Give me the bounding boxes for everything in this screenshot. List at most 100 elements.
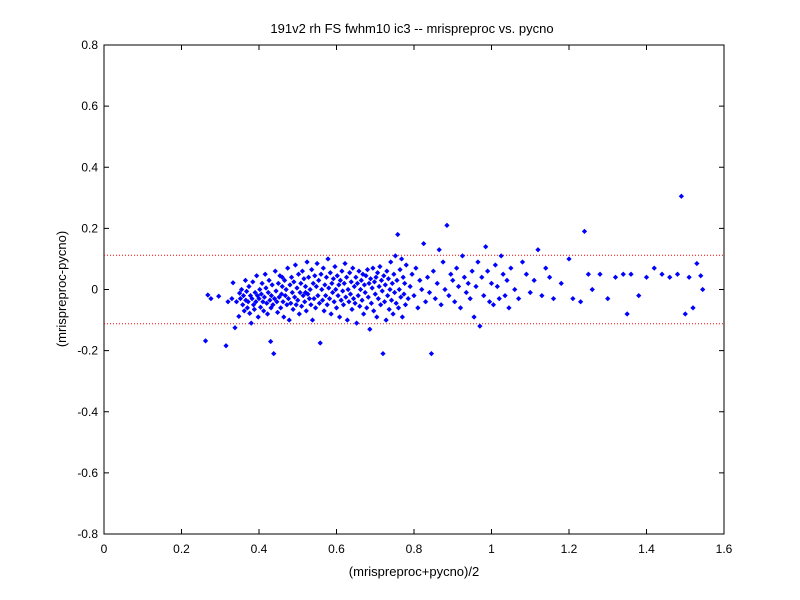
data-point bbox=[386, 306, 392, 312]
data-point bbox=[241, 308, 247, 314]
data-point bbox=[450, 277, 456, 283]
data-point bbox=[694, 260, 700, 267]
data-point bbox=[698, 273, 704, 279]
data-point bbox=[343, 294, 349, 300]
y-tick-label: -0.6 bbox=[77, 466, 98, 480]
data-point bbox=[667, 274, 673, 280]
data-point bbox=[488, 280, 495, 287]
data-point bbox=[343, 274, 350, 280]
data-point bbox=[496, 296, 502, 302]
data-point bbox=[490, 302, 497, 308]
data-point bbox=[354, 280, 361, 287]
data-point bbox=[350, 296, 357, 302]
data-point bbox=[208, 296, 214, 302]
data-point bbox=[426, 289, 433, 296]
data-point bbox=[265, 289, 271, 296]
data-point bbox=[259, 280, 265, 287]
data-point bbox=[368, 300, 374, 306]
data-point bbox=[254, 273, 260, 279]
data-point bbox=[402, 280, 408, 287]
data-point bbox=[379, 288, 385, 294]
data-point bbox=[469, 268, 475, 274]
data-point bbox=[320, 265, 326, 271]
data-point bbox=[216, 293, 222, 299]
data-point bbox=[371, 308, 377, 314]
data-point bbox=[278, 291, 285, 297]
data-point bbox=[419, 286, 425, 293]
data-point bbox=[289, 289, 295, 296]
data-point bbox=[455, 283, 462, 290]
data-point bbox=[461, 274, 467, 280]
data-point bbox=[275, 280, 281, 287]
data-point bbox=[334, 273, 340, 279]
data-point bbox=[438, 302, 444, 308]
data-point bbox=[288, 300, 294, 306]
data-point bbox=[248, 320, 254, 326]
data-point bbox=[272, 268, 278, 274]
data-point bbox=[285, 265, 291, 271]
x-tick-label: 0.6 bbox=[328, 542, 345, 556]
data-point bbox=[485, 268, 491, 274]
y-tick-label: 0.4 bbox=[81, 160, 98, 174]
x-tick-label: 1 bbox=[488, 542, 495, 556]
data-point bbox=[276, 294, 282, 300]
data-point bbox=[651, 265, 657, 271]
data-point bbox=[286, 317, 292, 323]
data-point bbox=[364, 305, 370, 311]
data-point bbox=[327, 270, 333, 276]
data-point bbox=[323, 292, 329, 299]
data-point bbox=[281, 314, 287, 320]
data-point bbox=[483, 244, 489, 250]
data-point bbox=[446, 292, 452, 299]
data-point bbox=[293, 302, 299, 308]
data-point bbox=[366, 280, 372, 287]
data-point bbox=[268, 305, 274, 311]
data-point bbox=[363, 273, 369, 279]
data-point bbox=[352, 300, 358, 306]
data-point bbox=[292, 294, 298, 300]
data-point bbox=[263, 285, 269, 291]
data-point bbox=[308, 302, 314, 308]
data-point bbox=[355, 292, 361, 299]
data-point bbox=[357, 303, 363, 309]
data-point bbox=[325, 256, 331, 262]
data-point bbox=[242, 277, 249, 283]
x-tick-label: 0 bbox=[101, 542, 108, 556]
data-point bbox=[361, 282, 368, 288]
x-axis-ticks: 0 0.2 0.4 0.6 0.8 1 1.2 1.4 1.6 bbox=[101, 45, 733, 556]
data-point bbox=[373, 274, 379, 280]
data-point bbox=[374, 314, 380, 320]
data-point bbox=[341, 280, 347, 287]
data-point bbox=[367, 276, 374, 282]
data-point bbox=[392, 253, 399, 259]
data-point bbox=[362, 289, 368, 296]
data-point bbox=[280, 299, 286, 305]
data-point bbox=[395, 231, 401, 238]
data-point bbox=[298, 280, 304, 287]
data-point bbox=[348, 279, 354, 285]
data-point bbox=[278, 305, 284, 311]
data-point bbox=[236, 313, 242, 320]
data-point bbox=[258, 291, 264, 297]
data-point bbox=[245, 299, 251, 305]
data-point bbox=[232, 325, 238, 331]
data-point bbox=[543, 265, 549, 271]
data-point bbox=[454, 265, 460, 271]
data-point bbox=[257, 304, 264, 310]
data-point bbox=[240, 302, 246, 308]
data-point bbox=[295, 271, 302, 277]
data-point bbox=[262, 271, 268, 277]
data-point bbox=[238, 286, 245, 293]
data-point bbox=[321, 308, 327, 314]
data-point bbox=[264, 300, 270, 306]
data-point bbox=[244, 305, 250, 311]
data-point bbox=[417, 277, 423, 283]
data-point bbox=[322, 282, 328, 288]
data-points bbox=[202, 193, 706, 357]
data-point bbox=[473, 283, 479, 290]
data-point bbox=[257, 286, 263, 293]
data-point bbox=[508, 265, 514, 271]
data-point bbox=[336, 282, 342, 288]
data-point bbox=[279, 274, 285, 280]
data-point bbox=[223, 343, 229, 349]
